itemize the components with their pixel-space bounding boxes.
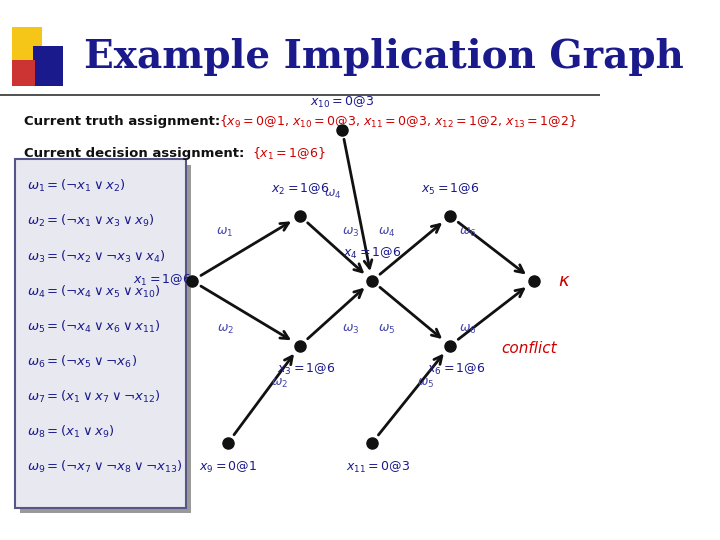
- Text: $\omega_1 = (\neg x_1 \vee x_2)$: $\omega_1 = (\neg x_1 \vee x_2)$: [27, 178, 126, 194]
- FancyBboxPatch shape: [12, 60, 35, 86]
- Text: $\omega_2$: $\omega_2$: [217, 323, 233, 336]
- Text: $\omega_6$: $\omega_6$: [459, 323, 477, 336]
- FancyBboxPatch shape: [33, 46, 63, 86]
- Text: $x_2{=}1@6$: $x_2{=}1@6$: [271, 181, 329, 197]
- Text: $x_{10}{=}0@3$: $x_{10}{=}0@3$: [310, 95, 374, 110]
- Text: $\{x_1{=}1@6\}$: $\{x_1{=}1@6\}$: [252, 146, 325, 162]
- Text: $\omega_7 = (x_1 \vee x_7 \vee \neg x_{12})$: $\omega_7 = (x_1 \vee x_7 \vee \neg x_{1…: [27, 389, 161, 405]
- Text: $x_{11}{=}0@3$: $x_{11}{=}0@3$: [346, 460, 410, 475]
- Text: $x_6{=}1@6$: $x_6{=}1@6$: [427, 362, 485, 377]
- Text: Current truth assignment:: Current truth assignment:: [24, 115, 225, 128]
- Text: $\{x_9{=}0@1,\,x_{10}{=}0@3,\,x_{11}{=}0@3,\,x_{12}{=}1@2,\,x_{13}{=}1@2\}$: $\{x_9{=}0@1,\,x_{10}{=}0@3,\,x_{11}{=}0…: [219, 113, 577, 130]
- FancyBboxPatch shape: [20, 165, 191, 513]
- Text: $\omega_8 = (x_1 \vee x_9)$: $\omega_8 = (x_1 \vee x_9)$: [27, 424, 114, 440]
- FancyBboxPatch shape: [15, 159, 186, 508]
- Text: $\omega_3$: $\omega_3$: [343, 323, 360, 336]
- Text: $x_1{=}1@6$: $x_1{=}1@6$: [132, 273, 192, 288]
- Text: Current decision assignment:: Current decision assignment:: [24, 147, 249, 160]
- Text: $\omega_5$: $\omega_5$: [418, 377, 435, 390]
- Text: $\omega_9 = (\neg x_7 \vee \neg x_8 \vee \neg x_{13})$: $\omega_9 = (\neg x_7 \vee \neg x_8 \vee…: [27, 459, 183, 475]
- Text: $x_9{=}0@1$: $x_9{=}0@1$: [199, 460, 257, 475]
- Text: $\omega_2 = (\neg x_1 \vee x_3 \vee x_9)$: $\omega_2 = (\neg x_1 \vee x_3 \vee x_9)…: [27, 213, 155, 230]
- Text: $\omega_4$: $\omega_4$: [324, 188, 342, 201]
- Text: $\omega_2$: $\omega_2$: [271, 377, 287, 390]
- Text: $\omega_6$: $\omega_6$: [459, 226, 477, 239]
- Text: $\omega_4 = (\neg x_4 \vee x_5 \vee x_{10})$: $\omega_4 = (\neg x_4 \vee x_5 \vee x_{1…: [27, 284, 161, 300]
- Text: $\omega_5$: $\omega_5$: [379, 323, 396, 336]
- Text: conflict: conflict: [501, 341, 557, 356]
- Text: $\omega_3 = (\neg x_2 \vee \neg x_3 \vee x_4)$: $\omega_3 = (\neg x_2 \vee \neg x_3 \vee…: [27, 248, 166, 265]
- Text: $\omega_1$: $\omega_1$: [217, 226, 234, 239]
- FancyBboxPatch shape: [12, 27, 42, 68]
- Text: $\omega_5 = (\neg x_4 \vee x_6 \vee x_{11})$: $\omega_5 = (\neg x_4 \vee x_6 \vee x_{1…: [27, 319, 161, 335]
- Text: $\omega_4$: $\omega_4$: [378, 226, 396, 239]
- Text: $\omega_6 = (\neg x_5 \vee \neg x_6)$: $\omega_6 = (\neg x_5 \vee \neg x_6)$: [27, 354, 137, 370]
- Text: $x_3{=}1@6$: $x_3{=}1@6$: [276, 362, 336, 377]
- Text: $x_4{=}1@6$: $x_4{=}1@6$: [343, 246, 401, 261]
- Text: $\omega_3$: $\omega_3$: [343, 226, 360, 239]
- Text: $\kappa$: $\kappa$: [558, 272, 571, 290]
- Text: $x_5{=}1@6$: $x_5{=}1@6$: [420, 181, 480, 197]
- Text: Example Implication Graph: Example Implication Graph: [84, 38, 684, 76]
